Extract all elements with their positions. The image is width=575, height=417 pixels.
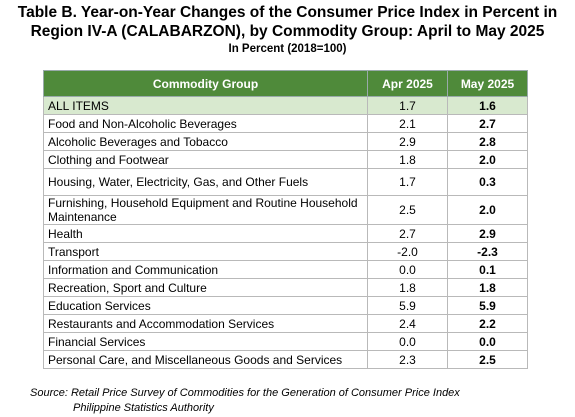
table-row: Education Services 5.9 5.9	[43, 296, 528, 315]
commodity-cell: Health	[43, 224, 368, 243]
value-cell: 0.0	[447, 332, 528, 351]
commodity-cell: Alcoholic Beverages and Tobacco	[43, 132, 368, 151]
value-cell: 1.8	[367, 150, 448, 169]
column-header: Commodity Group	[43, 70, 368, 97]
commodity-cell: Recreation, Sport and Culture	[43, 278, 368, 297]
value-cell: 0.3	[447, 168, 528, 196]
commodity-cell: Transport	[43, 242, 368, 261]
column-header: Apr 2025	[367, 70, 448, 97]
table-row: Personal Care, and Miscellaneous Goods a…	[43, 350, 528, 369]
source-line: Philippine Statistics Authority	[73, 402, 214, 414]
value-cell: 1.7	[367, 96, 448, 115]
value-cell: 2.8	[447, 132, 528, 151]
value-cell: 1.8	[367, 278, 448, 297]
value-cell: 2.7	[447, 114, 528, 133]
commodity-cell: Financial Services	[43, 332, 368, 351]
cpi-table: Commodity Group Apr 2025 May 2025 ALL IT…	[43, 70, 528, 369]
value-cell: 1.6	[447, 96, 528, 115]
value-cell: 0.0	[367, 260, 448, 279]
value-cell: 2.5	[367, 195, 448, 225]
value-cell: 0.0	[367, 332, 448, 351]
value-cell: 2.4	[367, 314, 448, 333]
table-row: Furnishing, Household Equipment and Rout…	[43, 195, 528, 225]
value-cell: 2.9	[367, 132, 448, 151]
table-row: Restaurants and Accommodation Services 2.…	[43, 314, 528, 333]
value-cell: 2.3	[367, 350, 448, 369]
table-row: Transport -2.0 -2.3	[43, 242, 528, 261]
commodity-cell: Furnishing, Household Equipment and Rout…	[43, 195, 368, 225]
value-cell: 2.7	[367, 224, 448, 243]
table-row: Alcoholic Beverages and Tobacco 2.9 2.8	[43, 132, 528, 151]
commodity-cell: ALL ITEMS	[43, 96, 368, 115]
title: Table B. Year-on-Year Changes of the Con…	[0, 3, 575, 41]
value-cell: 5.9	[367, 296, 448, 315]
value-cell: 2.1	[367, 114, 448, 133]
value-cell: 1.7	[367, 168, 448, 196]
value-cell: 2.0	[447, 150, 528, 169]
value-cell: 2.5	[447, 350, 528, 369]
header-row: Commodity Group Apr 2025 May 2025	[43, 70, 528, 97]
subtitle: In Percent (2018=100)	[228, 43, 347, 55]
value-cell: 5.9	[447, 296, 528, 315]
value-cell: -2.0	[367, 242, 448, 261]
table-row: Information and Communication 0.0 0.1	[43, 260, 528, 279]
commodity-cell: Information and Communication	[43, 260, 368, 279]
column-header: May 2025	[447, 70, 528, 97]
source: Source: Retail Price Survey of Commoditi…	[30, 386, 460, 416]
value-cell: 2.0	[447, 195, 528, 225]
value-cell: -2.3	[447, 242, 528, 261]
table-row: Health 2.7 2.9	[43, 224, 528, 243]
table-body: ALL ITEMS 1.7 1.6 Food and Non-Alcoholic Be…	[43, 96, 528, 369]
table-row: ALL ITEMS 1.7 1.6	[43, 96, 528, 115]
source-line: Source: Retail Price Survey of Commoditi…	[30, 387, 460, 399]
commodity-cell: Clothing and Footwear	[43, 150, 368, 169]
commodity-cell: Education Services	[43, 296, 368, 315]
commodity-cell: Personal Care, and Miscellaneous Goods a…	[43, 350, 368, 369]
table-row: Financial Services 0.0 0.0	[43, 332, 528, 351]
value-cell: 1.8	[447, 278, 528, 297]
title-line: Region IV-A (CALABARZON), by Commodity G…	[30, 23, 545, 40]
commodity-cell: Food and Non-Alcoholic Beverages	[43, 114, 368, 133]
value-cell: 2.2	[447, 314, 528, 333]
value-cell: 0.1	[447, 260, 528, 279]
commodity-cell: Restaurants and Accommodation Services	[43, 314, 368, 333]
table-row: Recreation, Sport and Culture 1.8 1.8	[43, 278, 528, 297]
table-row: Housing, Water, Electricity, Gas, and Ot…	[43, 168, 528, 196]
value-cell: 2.9	[447, 224, 528, 243]
table-row: Food and Non-Alcoholic Beverages 2.1 2.7	[43, 114, 528, 133]
table-row: Clothing and Footwear 1.8 2.0	[43, 150, 528, 169]
commodity-cell: Housing, Water, Electricity, Gas, and Ot…	[43, 168, 368, 196]
title-line: Table B. Year-on-Year Changes of the Con…	[17, 4, 558, 21]
